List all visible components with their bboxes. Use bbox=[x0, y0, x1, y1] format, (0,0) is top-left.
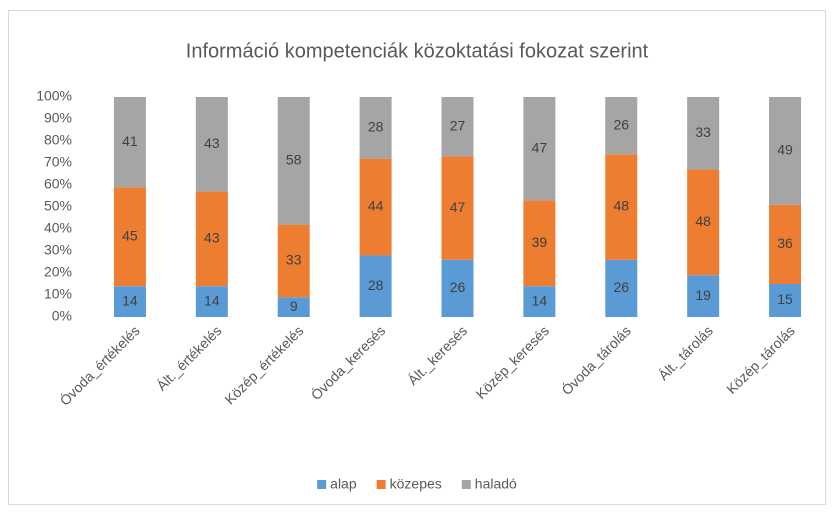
data-label: 19 bbox=[695, 287, 711, 303]
data-label: 43 bbox=[204, 230, 220, 246]
legend-label: alap bbox=[330, 476, 357, 492]
y-tick-label: 60% bbox=[44, 176, 72, 192]
data-label: 9 bbox=[290, 298, 298, 314]
bar-segment bbox=[523, 286, 556, 317]
bar-segment bbox=[277, 297, 310, 317]
bar-segment bbox=[441, 259, 474, 317]
chart-title: Információ kompetenciák közoktatási foko… bbox=[186, 40, 649, 62]
y-tick-label: 50% bbox=[44, 198, 72, 214]
bar-segment bbox=[605, 97, 638, 155]
bar-segment bbox=[195, 191, 228, 287]
data-label: 26 bbox=[613, 279, 629, 295]
data-label: 44 bbox=[368, 198, 384, 214]
bar-segment bbox=[769, 204, 802, 284]
data-label: 14 bbox=[204, 292, 220, 308]
bar-segment bbox=[441, 156, 474, 260]
data-label: 47 bbox=[532, 139, 548, 155]
y-tick-label: 20% bbox=[44, 264, 72, 280]
data-label: 58 bbox=[286, 152, 302, 168]
data-label: 49 bbox=[777, 142, 793, 158]
bar-segment bbox=[359, 158, 392, 256]
y-tick-label: 10% bbox=[44, 286, 72, 302]
data-label: 27 bbox=[450, 117, 466, 133]
bar-segment bbox=[769, 284, 802, 317]
data-label: 41 bbox=[122, 133, 138, 149]
y-tick-label: 40% bbox=[44, 220, 72, 236]
data-label: 48 bbox=[613, 198, 629, 214]
bar-segment bbox=[605, 154, 638, 260]
bar-segment bbox=[195, 97, 228, 192]
data-label: 28 bbox=[368, 277, 384, 293]
bar-segment bbox=[277, 224, 310, 298]
data-label: 39 bbox=[532, 234, 548, 250]
data-label: 26 bbox=[450, 279, 466, 295]
data-label: 43 bbox=[204, 135, 220, 151]
bar-segment bbox=[523, 97, 556, 201]
legend-swatch bbox=[461, 480, 471, 489]
data-label: 36 bbox=[777, 235, 793, 251]
legend-label: haladó bbox=[475, 476, 517, 492]
data-label: 33 bbox=[695, 124, 711, 140]
data-label: 14 bbox=[122, 292, 138, 308]
data-label: 14 bbox=[532, 292, 548, 308]
bar-segment bbox=[359, 255, 392, 317]
data-label: 33 bbox=[286, 252, 302, 268]
data-label: 28 bbox=[368, 119, 384, 135]
bar-segment bbox=[605, 259, 638, 317]
y-tick-label: 30% bbox=[44, 242, 72, 258]
legend-swatch bbox=[376, 480, 386, 489]
bar-segment bbox=[277, 97, 310, 225]
y-tick-label: 80% bbox=[44, 132, 72, 148]
data-label: 45 bbox=[122, 227, 138, 243]
data-label: 47 bbox=[450, 199, 466, 215]
legend-swatch bbox=[317, 480, 327, 489]
bar-segment bbox=[687, 97, 720, 170]
bar-segment bbox=[441, 97, 474, 157]
bar-segment bbox=[769, 97, 802, 205]
bar-segment bbox=[113, 97, 146, 188]
bar-segment bbox=[687, 169, 720, 276]
y-tick-label: 100% bbox=[36, 88, 72, 104]
bar-segment bbox=[687, 275, 720, 317]
bar-segment bbox=[523, 200, 556, 287]
bar-segment bbox=[359, 97, 392, 159]
bar-segment bbox=[113, 187, 146, 287]
y-tick-label: 90% bbox=[44, 110, 72, 126]
bar-segment bbox=[113, 286, 146, 317]
bar-segment bbox=[195, 286, 228, 317]
data-label: 15 bbox=[777, 291, 793, 307]
data-label: 48 bbox=[695, 213, 711, 229]
y-tick-label: 70% bbox=[44, 154, 72, 170]
y-tick-label: 0% bbox=[52, 308, 72, 324]
legend-label: közepes bbox=[390, 476, 442, 492]
data-label: 26 bbox=[613, 116, 629, 132]
